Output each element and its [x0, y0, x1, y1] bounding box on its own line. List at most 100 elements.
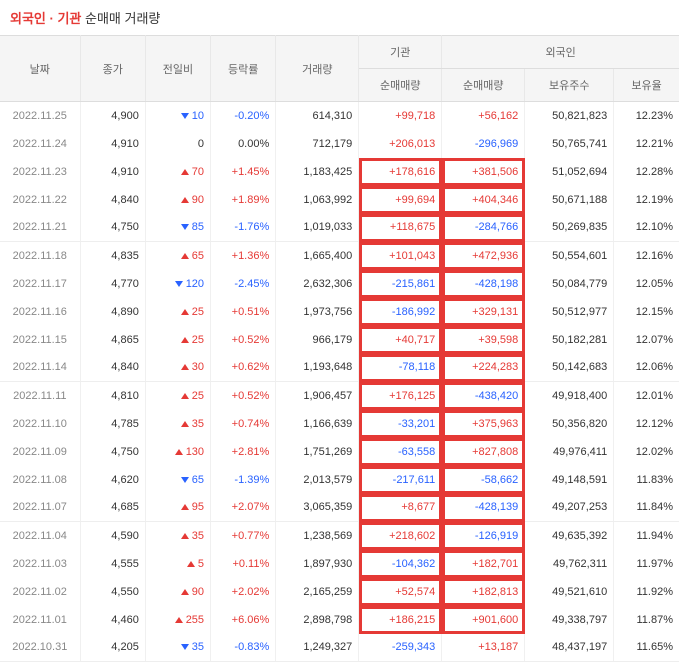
cell-volume: 1,019,033	[276, 214, 359, 242]
table-row[interactable]: 2022.11.034,5555+0.11%1,897,930-104,362+…	[0, 550, 679, 578]
cell-change: 70	[145, 158, 210, 186]
table-row[interactable]: 2022.11.164,89025+0.51%1,973,756-186,992…	[0, 298, 679, 326]
table-row[interactable]: 2022.11.254,90010-0.20%614,310+99,718+56…	[0, 102, 679, 130]
cell-foreign-net: +39,598	[442, 326, 525, 354]
col-close[interactable]: 종가	[80, 36, 145, 102]
cell-foreign-ratio: 12.15%	[614, 298, 679, 326]
cell-change: 5	[145, 550, 210, 578]
cell-volume: 1,665,400	[276, 242, 359, 270]
cell-inst-net: +8,677	[359, 494, 442, 522]
cell-close: 4,785	[80, 410, 145, 438]
cell-pct: +0.51%	[211, 298, 276, 326]
cell-foreign-ratio: 12.23%	[614, 102, 679, 130]
cell-date: 2022.11.02	[0, 578, 80, 606]
cell-date: 2022.11.01	[0, 606, 80, 634]
table-row[interactable]: 2022.11.094,750130+2.81%1,751,269-63,558…	[0, 438, 679, 466]
cell-pct: +1.45%	[211, 158, 276, 186]
cell-volume: 1,238,569	[276, 522, 359, 550]
cell-volume: 2,165,259	[276, 578, 359, 606]
table-row[interactable]: 2022.11.104,78535+0.74%1,166,639-33,201+…	[0, 410, 679, 438]
cell-foreign-net: -428,198	[442, 270, 525, 298]
table-row[interactable]: 2022.11.114,81025+0.52%1,906,457+176,125…	[0, 382, 679, 410]
cell-change: 65	[145, 242, 210, 270]
cell-foreign-hold: 50,821,823	[525, 102, 614, 130]
table-row[interactable]: 2022.11.244,91000.00%712,179+206,013-296…	[0, 130, 679, 158]
cell-inst-net: +176,125	[359, 382, 442, 410]
col-vol[interactable]: 거래량	[276, 36, 359, 102]
cell-foreign-ratio: 12.28%	[614, 158, 679, 186]
col-f-net[interactable]: 순매매량	[442, 69, 525, 102]
cell-foreign-net: -126,919	[442, 522, 525, 550]
cell-date: 2022.11.03	[0, 550, 80, 578]
table-row[interactable]: 2022.11.074,68595+2.07%3,065,359+8,677-4…	[0, 494, 679, 522]
cell-change: 35	[145, 634, 210, 662]
table-row[interactable]: 2022.11.144,84030+0.62%1,193,648-78,118+…	[0, 354, 679, 382]
cell-pct: +1.36%	[211, 242, 276, 270]
cell-date: 2022.11.09	[0, 438, 80, 466]
cell-pct: 0.00%	[211, 130, 276, 158]
cell-inst-net: -33,201	[359, 410, 442, 438]
cell-foreign-ratio: 11.87%	[614, 606, 679, 634]
title-foreign: 외국인	[10, 11, 46, 26]
table-row[interactable]: 2022.11.234,91070+1.45%1,183,425+178,616…	[0, 158, 679, 186]
col-f-hold[interactable]: 보유주수	[525, 69, 614, 102]
triangle-up-icon	[181, 364, 189, 370]
cell-foreign-hold: 50,084,779	[525, 270, 614, 298]
page-title: 외국인 · 기관 순매매 거래량	[0, 0, 679, 35]
cell-pct: +0.62%	[211, 354, 276, 382]
triangle-up-icon	[187, 561, 195, 567]
table-row[interactable]: 2022.11.044,59035+0.77%1,238,569+218,602…	[0, 522, 679, 550]
title-sep: ·	[46, 11, 58, 26]
cell-date: 2022.11.25	[0, 102, 80, 130]
cell-date: 2022.11.07	[0, 494, 80, 522]
table-row[interactable]: 2022.11.084,62065-1.39%2,013,579-217,611…	[0, 466, 679, 494]
col-group-inst[interactable]: 기관	[359, 36, 442, 69]
cell-foreign-ratio: 11.84%	[614, 494, 679, 522]
table-row[interactable]: 2022.11.214,75085-1.76%1,019,033+118,675…	[0, 214, 679, 242]
table-row[interactable]: 2022.10.314,20535-0.83%1,249,327-259,343…	[0, 634, 679, 662]
table-row[interactable]: 2022.11.014,460255+6.06%2,898,798+186,21…	[0, 606, 679, 634]
col-pct[interactable]: 등락률	[211, 36, 276, 102]
col-date[interactable]: 날짜	[0, 36, 80, 102]
cell-foreign-ratio: 11.92%	[614, 578, 679, 606]
cell-volume: 2,013,579	[276, 466, 359, 494]
cell-inst-net: +118,675	[359, 214, 442, 242]
cell-volume: 1,193,648	[276, 354, 359, 382]
trading-table: 날짜 종가 전일비 등락률 거래량 기관 외국인 순매매량 순매매량 보유주수 …	[0, 35, 679, 662]
cell-volume: 1,183,425	[276, 158, 359, 186]
cell-inst-net: -104,362	[359, 550, 442, 578]
cell-foreign-hold: 49,635,392	[525, 522, 614, 550]
cell-inst-net: -78,118	[359, 354, 442, 382]
table-row[interactable]: 2022.11.174,770120-2.45%2,632,306-215,86…	[0, 270, 679, 298]
cell-foreign-hold: 49,918,400	[525, 382, 614, 410]
col-inst-net[interactable]: 순매매량	[359, 69, 442, 102]
cell-inst-net: -217,611	[359, 466, 442, 494]
cell-pct: -0.83%	[211, 634, 276, 662]
cell-change: 25	[145, 382, 210, 410]
cell-volume: 2,632,306	[276, 270, 359, 298]
cell-change: 30	[145, 354, 210, 382]
table-row[interactable]: 2022.11.024,55090+2.02%2,165,259+52,574+…	[0, 578, 679, 606]
table-row[interactable]: 2022.11.154,86525+0.52%966,179+40,717+39…	[0, 326, 679, 354]
col-f-ratio[interactable]: 보유율	[614, 69, 679, 102]
cell-volume: 1,063,992	[276, 186, 359, 214]
cell-close: 4,900	[80, 102, 145, 130]
cell-inst-net: +218,602	[359, 522, 442, 550]
col-group-foreign[interactable]: 외국인	[442, 36, 679, 69]
cell-date: 2022.11.10	[0, 410, 80, 438]
table-row[interactable]: 2022.11.184,83565+1.36%1,665,400+101,043…	[0, 242, 679, 270]
table-row[interactable]: 2022.11.224,84090+1.89%1,063,992+99,694+…	[0, 186, 679, 214]
cell-foreign-ratio: 12.05%	[614, 270, 679, 298]
cell-close: 4,205	[80, 634, 145, 662]
cell-foreign-hold: 49,148,591	[525, 466, 614, 494]
cell-date: 2022.11.17	[0, 270, 80, 298]
cell-foreign-net: +827,808	[442, 438, 525, 466]
cell-foreign-net: +56,162	[442, 102, 525, 130]
cell-foreign-hold: 48,437,197	[525, 634, 614, 662]
cell-foreign-hold: 49,976,411	[525, 438, 614, 466]
cell-date: 2022.10.31	[0, 634, 80, 662]
triangle-down-icon	[181, 477, 189, 483]
col-prev[interactable]: 전일비	[145, 36, 210, 102]
cell-inst-net: -63,558	[359, 438, 442, 466]
cell-inst-net: +186,215	[359, 606, 442, 634]
